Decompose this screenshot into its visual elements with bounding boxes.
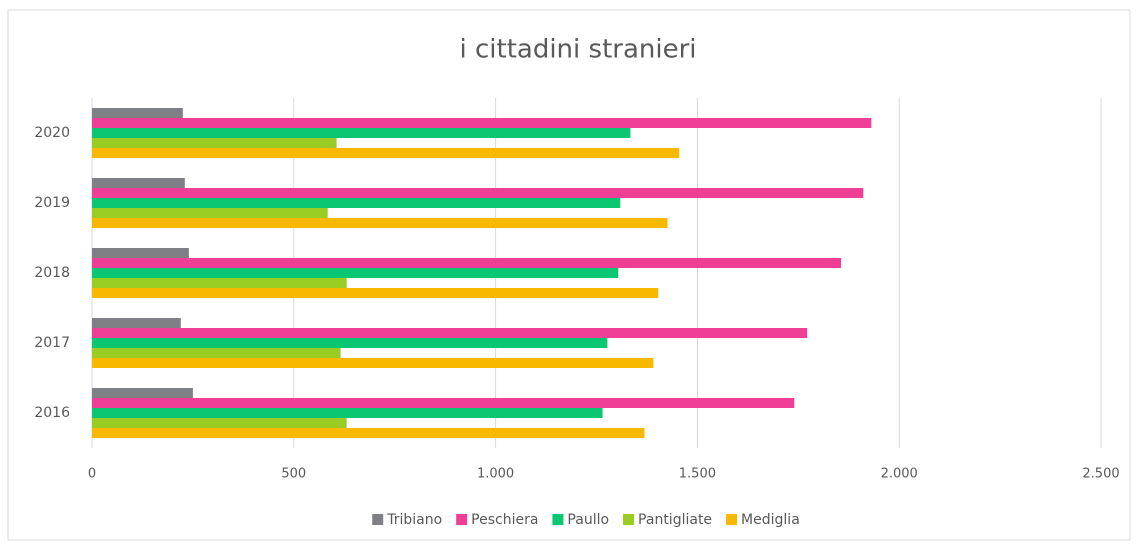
bar [92,338,608,348]
legend-label: Paullo [567,512,609,528]
x-tick-label: 0 [88,467,96,482]
legend-swatch [372,514,384,525]
bar [92,358,654,368]
bar [92,118,872,128]
bar [92,148,680,158]
bar [92,348,341,358]
legend: Tribiano Peschiera Paullo Pantigliate Medigl… [372,512,800,528]
bar [92,178,185,188]
chart-title: i cittadini stranieri [460,35,697,65]
bar [92,278,347,288]
bar [92,418,347,428]
bar [92,208,328,218]
bar [92,128,631,138]
bar [92,428,645,438]
y-tick-label: 2020 [34,125,70,141]
x-tick-label: 500 [281,467,306,482]
bar [92,218,668,228]
bar [92,388,193,398]
bar [92,248,189,258]
y-tick-label: 2019 [34,195,70,211]
bar [92,398,795,408]
bar [92,328,808,338]
legend-label: Mediglia [741,512,800,528]
bar [92,258,842,268]
x-tick-label: 2.500 [1082,467,1119,482]
bar [92,288,659,298]
y-tick-label: 2016 [34,405,70,421]
legend-swatch [623,514,635,525]
bar [92,268,619,278]
legend-label: Tribiano [386,512,442,528]
y-tick-label: 2017 [34,335,70,351]
y-tick-label: 2018 [34,265,70,281]
bar [92,408,603,418]
legend-swatch [726,514,738,525]
bar [92,318,181,328]
bar [92,188,864,198]
x-tick-label: 1.000 [477,467,514,482]
x-tick-label: 1.500 [679,467,716,482]
legend-swatch [456,514,468,525]
bar [92,108,183,118]
x-tick-label: 2.000 [881,467,918,482]
legend-label: Pantigliate [638,512,712,528]
bar [92,198,621,208]
bar [92,138,337,148]
legend-label: Peschiera [471,512,538,528]
legend-swatch [552,514,564,525]
